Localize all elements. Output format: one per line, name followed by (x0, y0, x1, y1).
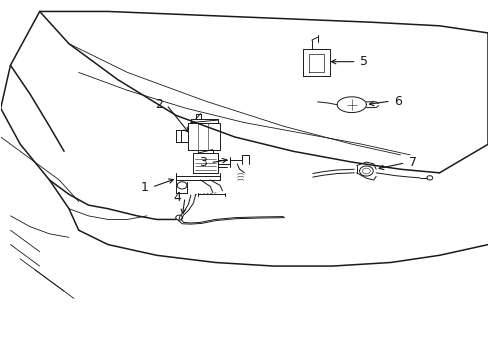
Text: 4: 4 (173, 191, 181, 204)
Text: 6: 6 (393, 95, 401, 108)
Text: 5: 5 (359, 55, 367, 68)
Text: 3: 3 (199, 156, 206, 169)
Text: 7: 7 (408, 156, 416, 169)
Text: 1: 1 (141, 181, 148, 194)
Text: 2: 2 (155, 98, 163, 111)
